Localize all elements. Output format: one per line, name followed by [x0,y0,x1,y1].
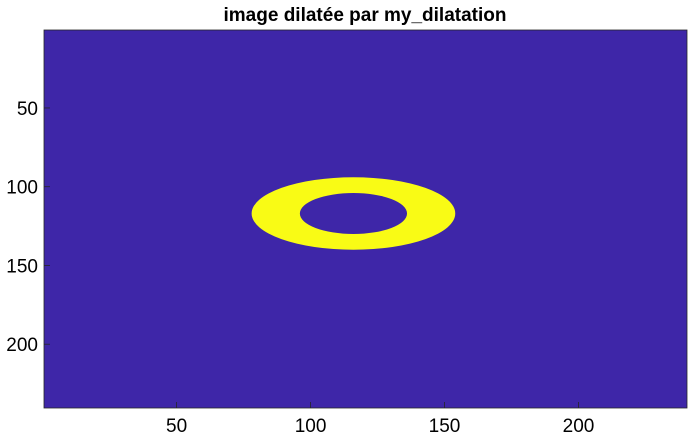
image-background [44,30,687,408]
x-tick-label: 200 [563,416,595,437]
plot-area [44,30,687,408]
dilated-ring [251,177,456,250]
y-tick-label: 200 [6,335,38,356]
x-axis-ticks: 50 100 150 200 [166,402,594,437]
x-tick-label: 50 [166,416,187,437]
y-tick-label: 50 [17,99,38,120]
y-tick-label: 150 [6,256,38,277]
x-tick-label: 100 [295,416,327,437]
y-axis-ticks: 50 100 150 200 [6,99,50,356]
axes-frame [43,29,688,409]
y-tick-label: 100 [6,178,38,199]
x-tick-label: 150 [429,416,461,437]
plot-title: image dilatée par my_dilatation [224,5,507,26]
